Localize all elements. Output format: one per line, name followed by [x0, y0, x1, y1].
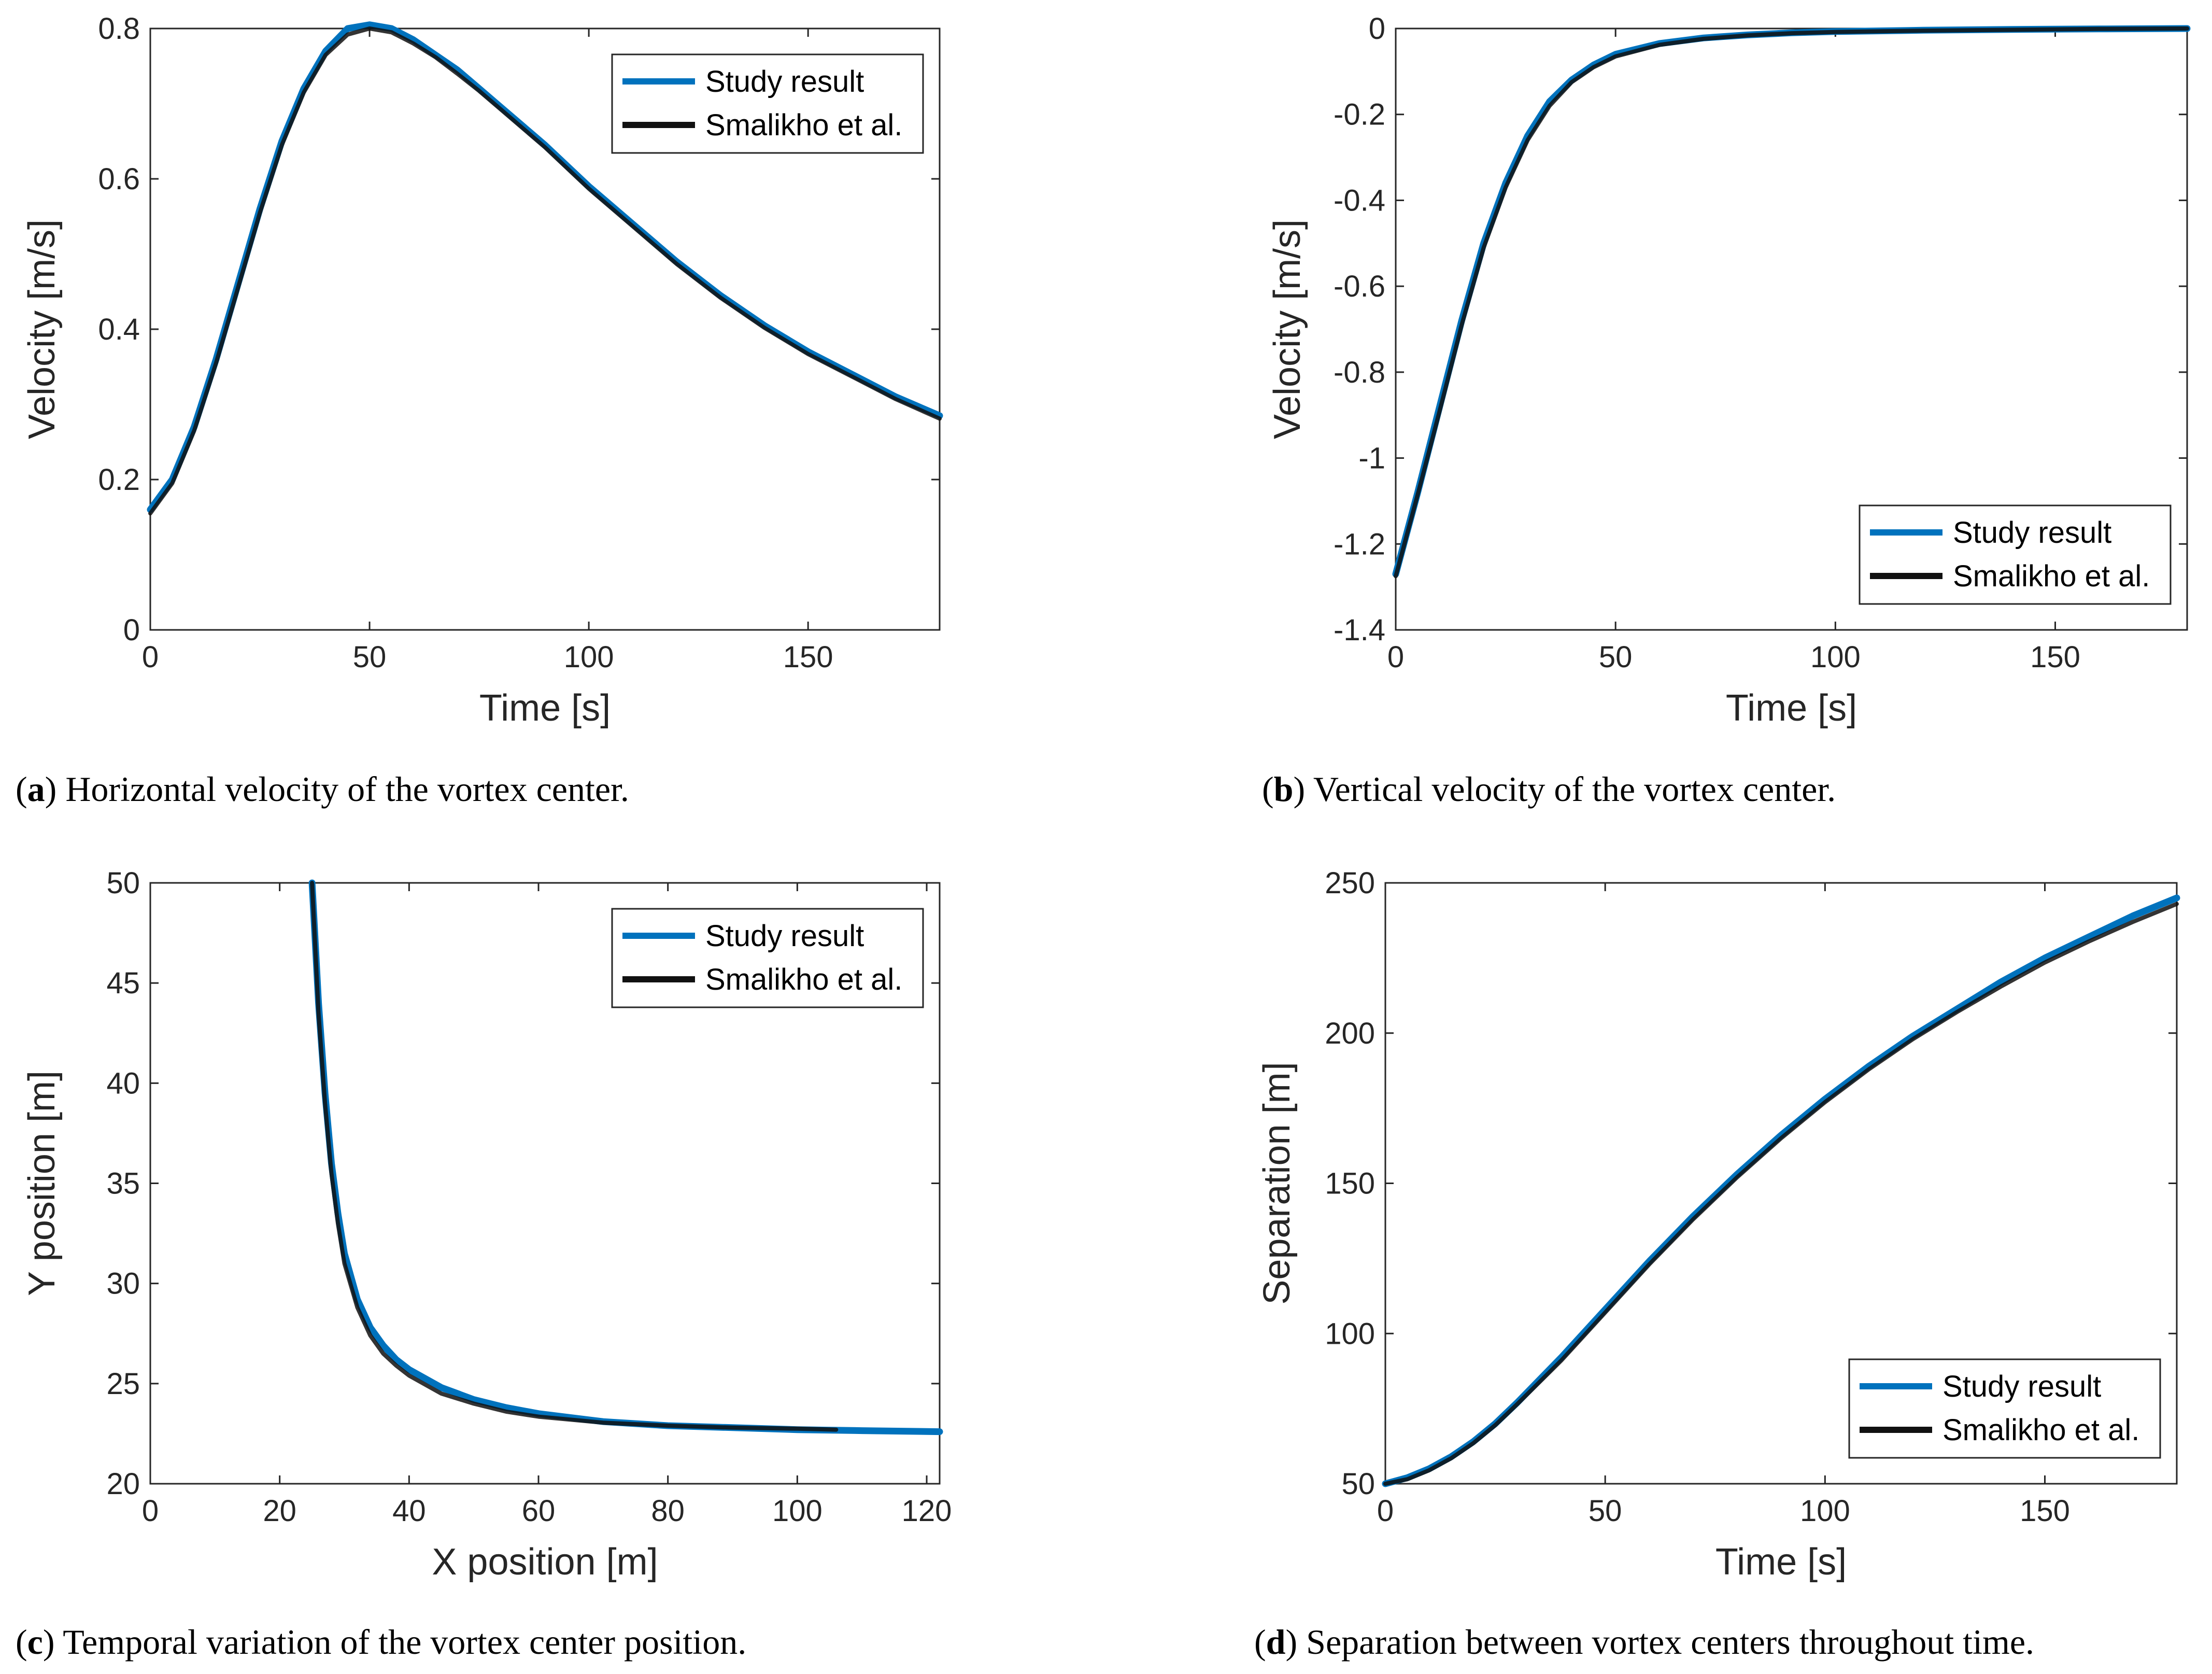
legend-box [1859, 504, 2172, 605]
y-tick-label: 45 [106, 966, 140, 1000]
y-tick-label: 30 [106, 1267, 140, 1301]
x-axis-label: Time [s] [479, 687, 611, 729]
series-line-smalikho [1383, 902, 2179, 1486]
legend-label: Smalikho et al. [705, 108, 902, 142]
x-tick-label: 100 [1810, 640, 1861, 674]
x-tick-label: 0 [142, 640, 159, 674]
y-tick-label: 0 [1369, 12, 1385, 46]
legend-label: Smalikho et al. [1942, 1413, 2139, 1447]
legend-box [611, 53, 924, 154]
x-tick-label: 50 [353, 640, 387, 674]
caption-text: Horizontal velocity of the vortex center… [56, 769, 629, 809]
y-tick-label: 20 [106, 1467, 140, 1501]
x-tick-label: 150 [783, 640, 833, 674]
x-tick-label: 50 [1589, 1494, 1622, 1528]
legend-label: Smalikho et al. [705, 963, 902, 996]
legend-label: Study result [705, 919, 864, 953]
caption-letter: c [27, 1622, 43, 1662]
x-tick-label: 150 [2030, 640, 2080, 674]
y-tick-label: 0 [123, 613, 140, 647]
panel-caption: (c) Temporal variation of the vortex cen… [16, 1622, 746, 1662]
x-tick-label: 100 [772, 1494, 823, 1528]
y-tick-label: 0.6 [98, 162, 140, 196]
caption-letter: b [1274, 769, 1294, 809]
y-tick-label: 50 [106, 866, 140, 900]
x-axis-label: X position [m] [432, 1541, 658, 1583]
y-tick-label: 40 [106, 1066, 140, 1100]
x-tick-label: 0 [1377, 1494, 1394, 1528]
x-tick-label: 40 [392, 1494, 426, 1528]
x-tick-label: 60 [522, 1494, 556, 1528]
legend: Study result Smalikho et al. [611, 908, 924, 1008]
series-line-smalikho [148, 26, 942, 516]
panel-caption: (d) Separation between vortex centers th… [1254, 1622, 2034, 1662]
x-tick-label: 80 [651, 1494, 685, 1528]
y-tick-label: 200 [1325, 1017, 1375, 1050]
x-tick-label: 50 [1599, 640, 1633, 674]
panel-caption: (a) Horizontal velocity of the vortex ce… [16, 769, 629, 809]
legend-label: Study result [1953, 516, 2111, 550]
x-tick-label: 100 [1800, 1494, 1850, 1528]
x-axis-label: Time [s] [1715, 1541, 1847, 1583]
caption-letter: a [27, 769, 45, 809]
legend: Study result Smalikho et al. [1859, 504, 2172, 605]
x-tick-label: 100 [564, 640, 614, 674]
x-axis-label: Time [s] [1726, 687, 1857, 729]
caption-letter: d [1266, 1622, 1286, 1662]
x-tick-label: 0 [1387, 640, 1404, 674]
legend-box [611, 908, 924, 1008]
caption-text: Separation between vortex centers throug… [1297, 1622, 2034, 1662]
legend: Study result Smalikho et al. [611, 53, 924, 154]
series-line-smalikho [1394, 26, 2189, 579]
y-axis-label: Y position [m] [21, 1071, 63, 1296]
x-tick-label: 150 [2020, 1494, 2070, 1528]
x-tick-label: 20 [263, 1494, 296, 1528]
y-tick-label: 0.2 [98, 463, 140, 497]
y-axis-label: Separation [m] [1256, 1062, 1298, 1304]
legend-label: Study result [705, 65, 864, 99]
y-tick-label: 100 [1325, 1317, 1375, 1351]
y-tick-label: -1.4 [1334, 613, 1385, 647]
legend-box [1848, 1358, 2161, 1459]
y-tick-label: -1 [1358, 442, 1385, 475]
legend: Study result Smalikho et al. [1848, 1358, 2161, 1459]
y-tick-label: 0.4 [98, 313, 140, 346]
y-axis-label: Velocity [m/s] [21, 219, 63, 439]
y-axis-label: Velocity [m/s] [1267, 219, 1308, 439]
y-tick-label: -0.2 [1334, 98, 1385, 132]
y-tick-label: 0.8 [98, 12, 140, 46]
y-tick-label: 50 [1341, 1467, 1375, 1501]
y-tick-label: 250 [1325, 866, 1375, 900]
caption-text: Vertical velocity of the vortex center. [1305, 769, 1836, 809]
y-tick-label: -0.6 [1334, 270, 1385, 303]
panel-b-vertical-velocity: 0 50 100 150 -1.4 -1.2 -1 -0.8 -0.6 -0.4 -0.2 0 Time… [1262, 12, 2191, 809]
x-tick-label: 0 [142, 1494, 159, 1528]
x-tick-label: 120 [902, 1494, 952, 1528]
legend-label: Smalikho et al. [1953, 559, 2150, 593]
panel-a-horizontal-velocity: 0 50 100 150 0 0.2 0.4 0.6 0.8 Time [s] Velocity [… [16, 12, 943, 809]
y-tick-label: 35 [106, 1167, 140, 1201]
series-line-smalikho [310, 881, 839, 1432]
y-tick-label: -1.2 [1334, 527, 1385, 561]
y-tick-label: -0.4 [1334, 184, 1385, 217]
y-tick-label: -0.8 [1334, 356, 1385, 389]
panel-caption: (b) Vertical velocity of the vortex cent… [1262, 769, 1836, 809]
y-tick-label: 25 [106, 1367, 140, 1401]
legend-label: Study result [1942, 1370, 2101, 1403]
y-tick-label: 150 [1325, 1167, 1375, 1201]
caption-text: Temporal variation of the vortex center … [55, 1622, 747, 1662]
